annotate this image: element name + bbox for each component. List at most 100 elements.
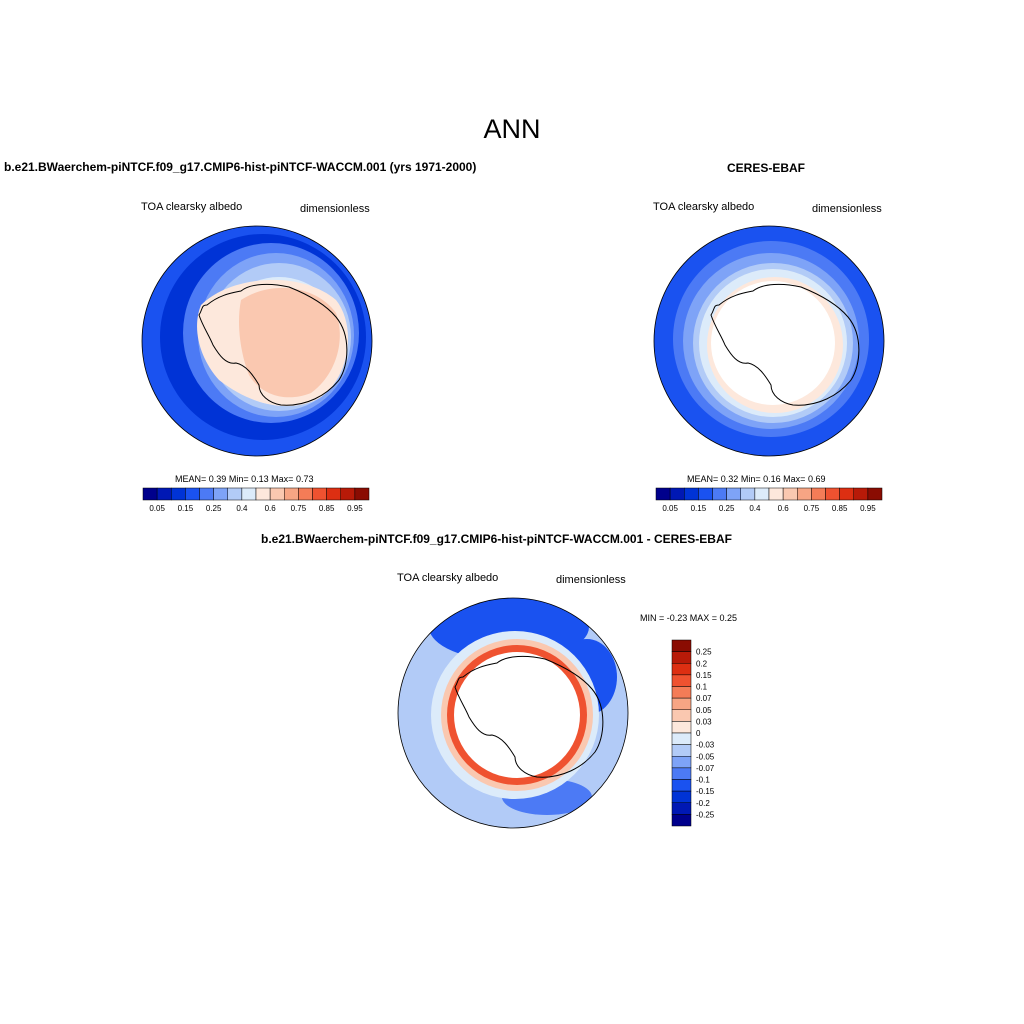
colorbar-swatch — [326, 487, 341, 501]
colorbar-tick-label: 0.75 — [804, 504, 820, 513]
colorbar-swatch — [671, 709, 692, 722]
colorbar-swatch — [213, 487, 228, 501]
colorbar-swatch — [754, 487, 770, 501]
colorbar-tick-label: 0.85 — [319, 504, 335, 513]
colorbar-tick-label: 0.15 — [178, 504, 194, 513]
colorbar-tick-label: -0.25 — [696, 810, 715, 819]
min-label: Min= — [740, 474, 761, 484]
min-value: 0.16 — [763, 474, 781, 484]
panel-2-variable-label: TOA clearsky albedo — [653, 201, 755, 213]
colorbar-swatch — [671, 732, 692, 745]
colorbar-swatch — [671, 639, 692, 652]
mean-value: 0.32 — [720, 474, 739, 484]
panel-2-title: CERES-EBAF — [727, 161, 806, 175]
colorbar-swatch — [241, 487, 257, 501]
colorbar-swatch — [671, 663, 692, 676]
colorbar-tick-label: 0.05 — [662, 504, 678, 513]
panel-3-variable-label: TOA clearsky albedo — [397, 572, 499, 584]
colorbar-swatch — [684, 487, 699, 501]
colorbar-swatch — [671, 651, 692, 664]
colorbar-swatch — [825, 487, 840, 501]
colorbar-swatch — [142, 487, 158, 501]
panel-2-stats: MEAN= 0.32 Min= 0.16 Max= 0.69 — [687, 474, 825, 484]
colorbar-tick-label: -0.15 — [696, 787, 715, 796]
colorbar-swatch — [269, 487, 285, 501]
panel-1-units-label: dimensionless — [300, 203, 370, 215]
colorbar-swatch — [671, 674, 692, 687]
colorbar-tick-label: 0.6 — [778, 504, 790, 513]
panel-2-units-label: dimensionless — [812, 203, 882, 215]
colorbar-swatch — [671, 756, 692, 769]
colorbar-swatch — [227, 487, 243, 501]
colorbar-tick-label: 0.15 — [691, 504, 707, 513]
page-title: ANN — [483, 114, 541, 144]
colorbar-swatch — [284, 487, 299, 501]
panel-3-colorbar: 0.25 0.2 0.15 0.1 0.07 0.05 0.03 0 -0.03 -0.05 -0.… — [671, 639, 715, 827]
panel-2-polar-map — [653, 225, 885, 457]
min-value: 0.13 — [251, 474, 269, 484]
mean-label: MEAN= — [175, 474, 207, 484]
colorbar-swatch — [199, 487, 214, 501]
colorbar-tick-label: 0.95 — [860, 504, 876, 513]
antarctica-coastline — [454, 655, 604, 778]
colorbar-swatch — [655, 487, 671, 501]
colorbar-tick-label: 0.75 — [291, 504, 307, 513]
colorbar-swatch — [740, 487, 756, 501]
colorbar-swatch — [354, 487, 370, 501]
panel-3-difference-map — [397, 597, 629, 829]
colorbar-swatch — [312, 487, 327, 501]
colorbar-swatch — [671, 686, 692, 699]
colorbar-swatch — [340, 487, 356, 501]
colorbar-swatch — [811, 487, 826, 501]
colorbar-tick-label: 0.6 — [265, 504, 277, 513]
colorbar-swatch — [156, 487, 172, 501]
colorbar-tick-label: 0.25 — [696, 648, 712, 657]
min-label: Min= — [228, 474, 249, 484]
colorbar-swatch — [298, 487, 313, 501]
colorbar-swatch — [768, 487, 784, 501]
panel-1-stats: MEAN= 0.39 Min= 0.13 Max= 0.73 — [175, 474, 313, 484]
max-label: Max= — [271, 474, 294, 484]
colorbar-tick-label: 0.03 — [696, 717, 712, 726]
colorbar-swatch — [726, 487, 741, 501]
colorbar-tick-label: -0.03 — [696, 741, 715, 750]
colorbar-swatch — [867, 487, 883, 501]
colorbar-swatch — [185, 487, 200, 501]
colorbar-tick-label: -0.07 — [696, 764, 715, 773]
colorbar-tick-label: 0.07 — [696, 694, 712, 703]
colorbar-tick-label: 0.1 — [696, 683, 708, 692]
colorbar-tick-label: -0.1 — [696, 776, 710, 785]
antarctica-coastline — [198, 283, 348, 406]
panel-1-colorbar: 0.05 0.15 0.25 0.4 0.6 0.75 0.85 0.95 — [142, 487, 370, 513]
colorbar-tick-label: 0.05 — [149, 504, 165, 513]
panel-3-range-text: MIN = -0.23 MAX = 0.25 — [640, 613, 738, 623]
antarctica-coastline — [710, 283, 860, 406]
colorbar-swatch — [671, 814, 692, 827]
colorbar-tick-label: 0.95 — [347, 504, 363, 513]
colorbar-tick-label: 0.25 — [206, 504, 222, 513]
colorbar-swatch — [671, 790, 692, 803]
colorbar-tick-label: 0.85 — [832, 504, 848, 513]
colorbar-tick-label: 0.4 — [749, 504, 761, 513]
panel-1-title: b.e21.BWaerchem-piNTCF.f09_g17.CMIP6-his… — [4, 160, 477, 174]
colorbar-swatch — [671, 744, 692, 757]
colorbar-tick-label: 0.4 — [236, 504, 248, 513]
colorbar-swatch — [797, 487, 812, 501]
colorbar-swatch — [671, 767, 692, 780]
colorbar-swatch — [171, 487, 186, 501]
panel-1-polar-map — [141, 225, 373, 457]
colorbar-tick-label: 0.15 — [696, 671, 712, 680]
panel-3-title: b.e21.BWaerchem-piNTCF.f09_g17.CMIP6-his… — [261, 532, 732, 546]
colorbar-swatch — [698, 487, 713, 501]
colorbar-swatch — [671, 697, 692, 710]
max-value: 0.73 — [295, 474, 314, 484]
colorbar-swatch — [712, 487, 727, 501]
max-label: Max= — [783, 474, 806, 484]
colorbar-tick-label: -0.05 — [696, 752, 715, 761]
colorbar-tick-label: -0.2 — [696, 799, 710, 808]
colorbar-swatch — [782, 487, 798, 501]
panel-1-variable-label: TOA clearsky albedo — [141, 201, 243, 213]
colorbar-tick-label: 0 — [696, 729, 701, 738]
colorbar-swatch — [671, 779, 692, 792]
colorbar-swatch — [255, 487, 271, 501]
